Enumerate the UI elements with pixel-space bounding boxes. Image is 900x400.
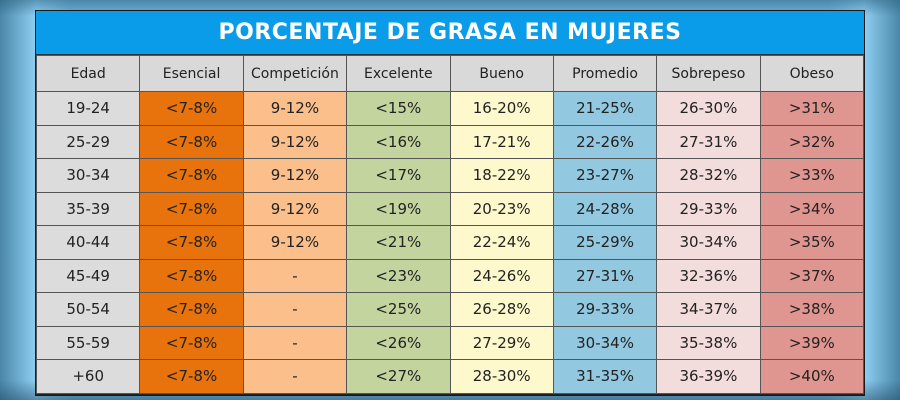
age-cell: 19-24 — [35, 91, 141, 126]
column-header: Excelente — [346, 55, 451, 92]
value-cell: 9-12% — [242, 124, 348, 159]
value-cell: <7-8% — [139, 258, 244, 293]
value-cell: 29-33% — [656, 191, 761, 226]
column-header: Esencial — [139, 55, 244, 92]
value-cell: 17-21% — [449, 124, 554, 159]
value-cell: >40% — [759, 359, 865, 394]
value-cell: 29-33% — [552, 292, 658, 327]
value-cell: - — [242, 292, 348, 327]
table-row: +60 <7-8% - <27% 28-30% 31-35% 36-39% >40% — [35, 359, 865, 394]
table-row: 35-39 <7-8% 9-12% <19% 20-23% 24-28% 29-33% >34… — [35, 191, 865, 226]
value-cell: 28-30% — [449, 359, 554, 394]
column-header: Competición — [242, 55, 348, 92]
fat-percentage-table: Edad Esencial Competición Excelente Bueno Pro… — [35, 55, 865, 394]
column-header: Edad — [35, 55, 141, 92]
value-cell: 34-37% — [656, 292, 761, 327]
value-cell: 20-23% — [449, 191, 554, 226]
column-header: Sobrepeso — [656, 55, 761, 92]
header-row: Edad Esencial Competición Excelente Bueno Pro… — [35, 55, 865, 92]
value-cell: 30-34% — [552, 325, 658, 360]
value-cell: 27-31% — [656, 124, 761, 159]
value-cell: 9-12% — [242, 191, 348, 226]
column-header: Obeso — [759, 55, 865, 92]
table-row: 30-34 <7-8% 9-12% <17% 18-22% 23-27% 28-32% >33… — [35, 158, 865, 193]
value-cell: 9-12% — [242, 158, 348, 193]
age-cell: 25-29 — [35, 124, 141, 159]
value-cell: 24-26% — [449, 258, 554, 293]
age-cell: 50-54 — [35, 292, 141, 327]
value-cell: 36-39% — [656, 359, 761, 394]
value-cell: 16-20% — [449, 91, 554, 126]
value-cell: <7-8% — [139, 292, 244, 327]
value-cell: >38% — [759, 292, 865, 327]
value-cell: <16% — [346, 124, 451, 159]
value-cell: <17% — [346, 158, 451, 193]
value-cell: 27-29% — [449, 325, 554, 360]
value-cell: >32% — [759, 124, 865, 159]
age-cell: 40-44 — [35, 225, 141, 260]
table-row: 19-24 <7-8% 9-12% <15% 16-20% 21-25% 26-30% >31… — [35, 91, 865, 126]
value-cell: <27% — [346, 359, 451, 394]
age-cell: 55-59 — [35, 325, 141, 360]
value-cell: <25% — [346, 292, 451, 327]
value-cell: 24-28% — [552, 191, 658, 226]
value-cell: 22-24% — [449, 225, 554, 260]
value-cell: 23-27% — [552, 158, 658, 193]
column-header: Promedio — [552, 55, 658, 92]
value-cell: 28-32% — [656, 158, 761, 193]
table-row: 40-44 <7-8% 9-12% <21% 22-24% 25-29% 30-34% >35… — [35, 225, 865, 260]
value-cell: <21% — [346, 225, 451, 260]
value-cell: <7-8% — [139, 359, 244, 394]
age-cell: 35-39 — [35, 191, 141, 226]
value-cell: >39% — [759, 325, 865, 360]
value-cell: >35% — [759, 225, 865, 260]
value-cell: <7-8% — [139, 124, 244, 159]
value-cell: - — [242, 325, 348, 360]
value-cell: >33% — [759, 158, 865, 193]
table-row: 25-29 <7-8% 9-12% <16% 17-21% 22-26% 27-31% >32… — [35, 124, 865, 159]
value-cell: - — [242, 359, 348, 394]
age-cell: 45-49 — [35, 258, 141, 293]
table-row: 55-59 <7-8% - <26% 27-29% 30-34% 35-38% >39% — [35, 325, 865, 360]
column-header: Bueno — [449, 55, 554, 92]
value-cell: <26% — [346, 325, 451, 360]
value-cell: <7-8% — [139, 325, 244, 360]
value-cell: 21-25% — [552, 91, 658, 126]
age-cell: 30-34 — [35, 158, 141, 193]
value-cell: 27-31% — [552, 258, 658, 293]
value-cell: 22-26% — [552, 124, 658, 159]
table-title: PORCENTAJE DE GRASA EN MUJERES — [36, 11, 864, 55]
value-cell: 30-34% — [656, 225, 761, 260]
value-cell: 26-28% — [449, 292, 554, 327]
value-cell: <7-8% — [139, 225, 244, 260]
value-cell: <15% — [346, 91, 451, 126]
value-cell: 31-35% — [552, 359, 658, 394]
value-cell: - — [242, 258, 348, 293]
value-cell: <7-8% — [139, 91, 244, 126]
value-cell: >37% — [759, 258, 865, 293]
table-row: 45-49 <7-8% - <23% 24-26% 27-31% 32-36% >37% — [35, 258, 865, 293]
value-cell: <7-8% — [139, 191, 244, 226]
value-cell: <19% — [346, 191, 451, 226]
value-cell: 26-30% — [656, 91, 761, 126]
value-cell: 9-12% — [242, 225, 348, 260]
fat-percentage-table-panel: PORCENTAJE DE GRASA EN MUJERES Edad Esenc… — [35, 10, 865, 396]
value-cell: >34% — [759, 191, 865, 226]
value-cell: >31% — [759, 91, 865, 126]
table-row: 50-54 <7-8% - <25% 26-28% 29-33% 34-37% >38% — [35, 292, 865, 327]
value-cell: <7-8% — [139, 158, 244, 193]
value-cell: 18-22% — [449, 158, 554, 193]
value-cell: 9-12% — [242, 91, 348, 126]
value-cell: 32-36% — [656, 258, 761, 293]
value-cell: <23% — [346, 258, 451, 293]
value-cell: 35-38% — [656, 325, 761, 360]
value-cell: 25-29% — [552, 225, 658, 260]
age-cell: +60 — [35, 359, 141, 394]
